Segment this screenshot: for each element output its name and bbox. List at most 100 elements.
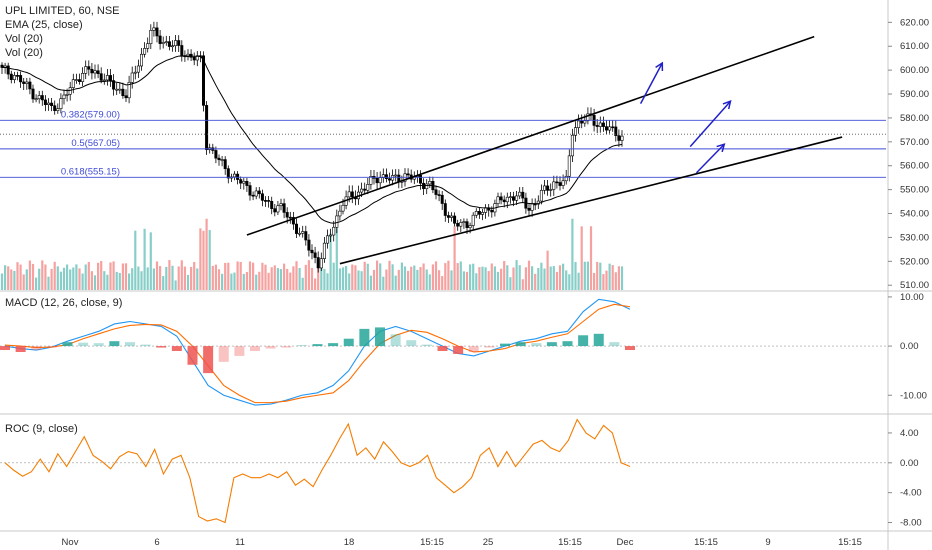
macd-pane[interactable]: [0, 298, 886, 406]
fib-level-label: 0.618(555.15): [61, 166, 120, 177]
volume-bar: [487, 271, 490, 290]
candle-body: [304, 231, 308, 241]
volume-bar: [366, 263, 369, 290]
candle-body: [614, 126, 618, 136]
candle-body: [279, 203, 283, 207]
volume-bar: [140, 271, 143, 290]
candle-body: [583, 120, 587, 124]
candle-body: [236, 173, 240, 180]
indicator-tick-label: -10.00: [900, 390, 927, 401]
volume-bar: [614, 272, 617, 290]
candle-body: [453, 215, 457, 224]
time-axis[interactable]: Nov 6 11 18 15:15 25 15:15 Dec 15:15 9 15:15: [62, 537, 862, 548]
volume-bar: [28, 260, 31, 290]
volume-bar: [307, 260, 310, 290]
candle-body: [53, 105, 57, 111]
candle-body: [313, 252, 317, 258]
macd-histogram-bar: [171, 346, 182, 351]
fib-level-label: 0.382(579.00): [61, 109, 120, 120]
candle-body: [434, 189, 438, 195]
volume-bar: [428, 274, 431, 290]
candle-body: [499, 196, 503, 201]
macd-histogram-bar: [0, 346, 10, 351]
volume-bar: [190, 267, 193, 290]
candle-body: [260, 193, 264, 201]
candle-body: [611, 126, 615, 129]
roc-pane[interactable]: [0, 418, 886, 524]
volume-bar: [286, 268, 289, 290]
candle-body: [109, 75, 113, 81]
candle-body: [530, 203, 534, 211]
candle-body: [78, 79, 82, 82]
candle-body: [143, 48, 147, 55]
volume-bar: [62, 267, 66, 290]
price-tick-label: 570.00: [900, 137, 929, 148]
candle-body: [223, 159, 227, 169]
volume-bar: [515, 260, 518, 290]
candle-body: [282, 203, 286, 213]
candle-body: [164, 41, 168, 43]
volume-bar: [4, 265, 7, 290]
volume-bar: [555, 271, 558, 290]
volume-bar: [500, 268, 503, 290]
volume-bar: [496, 271, 500, 290]
volume-bar: [611, 265, 614, 290]
volume-bar: [323, 268, 326, 290]
candle-body: [546, 185, 550, 191]
volume-bar: [19, 264, 22, 290]
candle-body: [570, 134, 574, 157]
channel-trendline: [246, 35, 815, 236]
candle-body: [251, 194, 255, 197]
macd-histogram-bar: [140, 344, 151, 347]
price-pane[interactable]: 0.382(579.00) 0.5(567.05) 0.618(555.15): [0, 21, 886, 290]
candle-body: [480, 212, 484, 215]
candle-body: [468, 225, 472, 228]
signal-line: [4, 303, 631, 404]
macd-histogram-bar: [531, 343, 542, 347]
candle-body: [59, 98, 63, 109]
candle-body: [363, 188, 367, 191]
volume-legend-2: Vol (20): [5, 47, 43, 59]
volume-bar: [7, 266, 10, 290]
macd-histogram-bar: [515, 342, 526, 347]
volume-bar: [252, 262, 255, 290]
candle-body: [366, 184, 370, 191]
volume-bar: [543, 268, 546, 290]
candle-body: [347, 191, 351, 198]
candle-body: [195, 55, 199, 61]
candle-body: [335, 215, 339, 228]
candle-body: [437, 194, 441, 196]
volume-bar: [155, 261, 159, 290]
candle-body: [267, 200, 271, 202]
candle-body: [350, 191, 354, 198]
volume-bar: [531, 266, 534, 290]
volume-bar: [577, 272, 580, 290]
candle-body: [242, 180, 246, 184]
time-tick-label: 25: [483, 537, 494, 548]
macd-histogram-bar: [203, 346, 214, 374]
volume-bar: [270, 267, 273, 290]
candle-body: [360, 188, 364, 193]
candle-body: [136, 65, 140, 73]
volume-bar: [214, 264, 217, 290]
volume-bar: [314, 278, 317, 290]
volume-bar: [292, 266, 295, 290]
time-tick-label: 11: [235, 537, 245, 548]
volume-bar: [72, 267, 75, 290]
candle-body: [577, 120, 581, 128]
volume-bar: [552, 266, 555, 290]
volume-bar: [106, 274, 109, 290]
macd-histogram-bar: [78, 342, 89, 347]
candle-body: [515, 195, 519, 201]
candle-body: [177, 40, 181, 46]
price-tick-label: 530.00: [900, 232, 929, 243]
volume-bar: [379, 263, 382, 290]
candle-body: [406, 173, 410, 176]
volume-bar: [267, 272, 270, 290]
macd-histogram-bar: [281, 346, 292, 348]
indicator-tick-label: 10.00: [900, 292, 924, 303]
volume-bar: [345, 266, 348, 290]
candle-body: [217, 157, 221, 161]
volume-bar: [53, 261, 56, 290]
